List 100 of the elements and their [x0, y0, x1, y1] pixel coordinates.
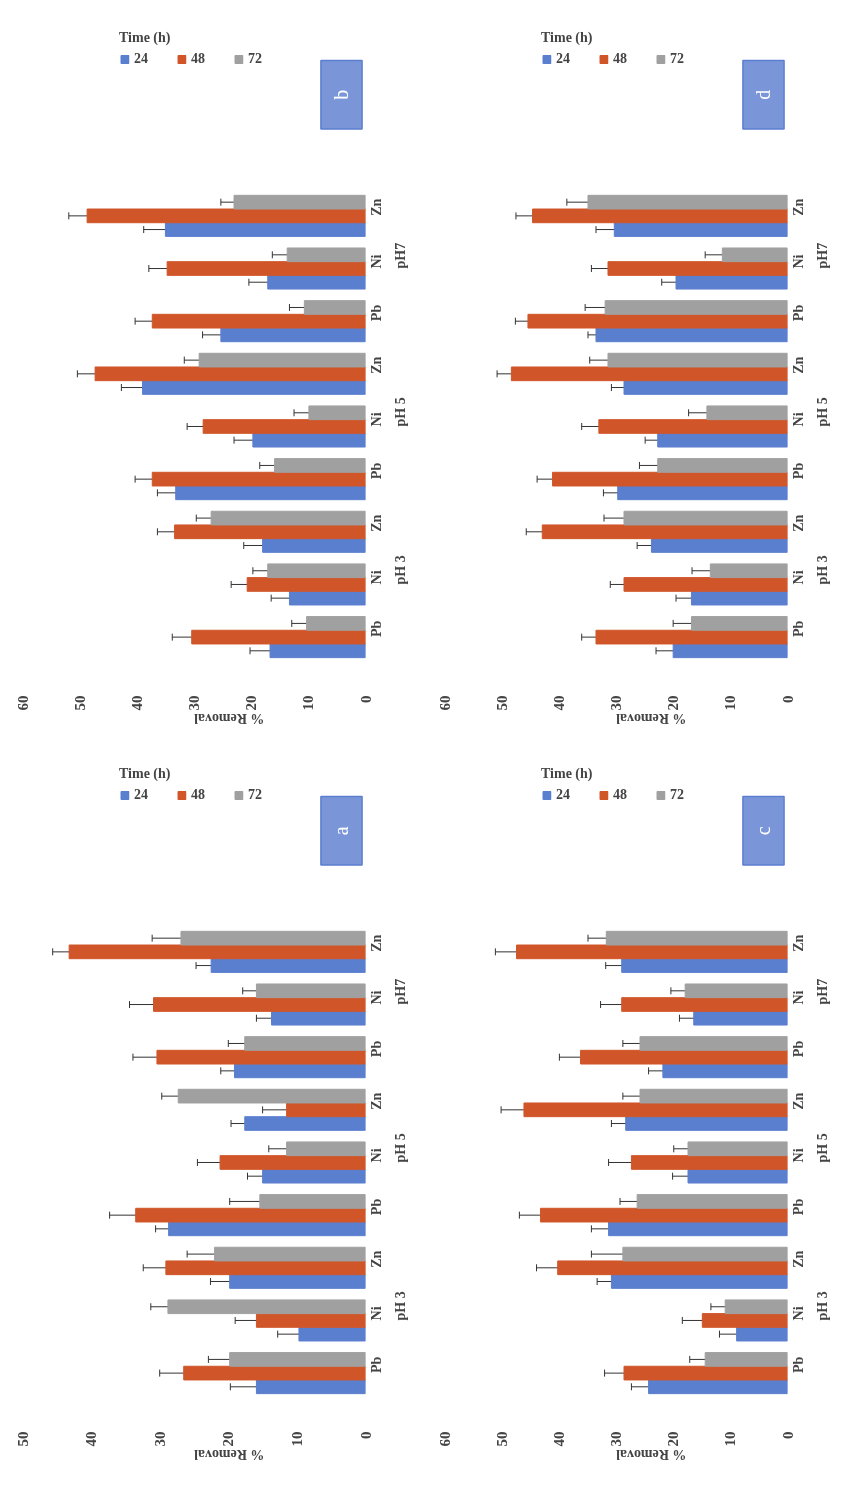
bar — [229, 1352, 366, 1367]
bar — [86, 208, 366, 224]
x-tick-label: 50 — [14, 1431, 31, 1447]
bar — [623, 510, 788, 526]
bar — [183, 1365, 366, 1381]
bar — [625, 1116, 788, 1131]
text: pH 3 — [393, 1291, 408, 1321]
y-tick-label: Zn — [791, 356, 806, 374]
bar — [259, 1194, 366, 1209]
y-tick-label: Zn — [791, 1250, 806, 1268]
y-tick-label: Ni — [791, 990, 806, 1005]
y-tick-label: Pb — [791, 1198, 806, 1216]
bar — [255, 983, 366, 999]
bar — [274, 458, 366, 473]
bar — [687, 1168, 788, 1184]
bar — [684, 983, 788, 999]
y-tick-label: Zn — [791, 1092, 806, 1110]
x-tick-label: 10 — [722, 1431, 739, 1447]
bar — [151, 471, 366, 487]
bar — [244, 1036, 366, 1051]
bar — [210, 510, 366, 526]
bar — [724, 1299, 788, 1315]
x-tick-label: 30 — [186, 695, 202, 711]
bar — [244, 1116, 366, 1131]
legend-title: Time (h) — [541, 766, 594, 782]
bar — [607, 261, 788, 276]
bar — [687, 1141, 788, 1157]
text: pH 5 — [393, 1133, 408, 1163]
bar — [532, 208, 788, 224]
y-tick-label: Pb — [791, 462, 806, 480]
x-tick-label: 40 — [83, 1431, 100, 1447]
bar — [736, 1326, 788, 1342]
x-tick-label: 0 — [779, 695, 796, 703]
bar — [580, 1049, 788, 1065]
x-tick-label: 50 — [493, 1431, 510, 1447]
legend-label: 48 — [191, 787, 206, 803]
text: b — [330, 89, 353, 100]
bar — [607, 352, 788, 368]
text: pH 3 — [393, 555, 408, 585]
legend-label: 48 — [613, 51, 628, 67]
bar — [303, 300, 366, 315]
legend-label: 48 — [191, 51, 206, 67]
y-tick-label: Zn — [369, 934, 384, 952]
x-tick-label: 30 — [608, 1431, 624, 1447]
x-tick-label: 40 — [128, 695, 145, 711]
bar — [623, 380, 788, 395]
y-tick-label: Zn — [791, 934, 806, 952]
y-tick-label: Zn — [369, 198, 384, 216]
legend-title: Time (h) — [119, 30, 172, 46]
bar — [630, 1155, 788, 1170]
bar — [540, 1207, 788, 1223]
text: pH 3 — [815, 555, 830, 585]
bar — [298, 1326, 366, 1342]
legend-title: Time (h) — [119, 766, 172, 782]
y-tick-label: Ni — [791, 1306, 806, 1321]
bar — [233, 194, 366, 210]
x-axis-title: % Removal — [193, 711, 265, 726]
bar — [621, 997, 788, 1012]
y-tick-label: Pb — [369, 1198, 384, 1216]
bar — [177, 1088, 366, 1104]
bar — [267, 274, 366, 290]
bar — [165, 1260, 366, 1276]
bar — [604, 300, 788, 315]
bar — [675, 274, 788, 290]
bar — [516, 944, 788, 960]
x-tick-label: 50 — [71, 695, 88, 711]
bar — [613, 222, 788, 237]
legend-label: 24 — [556, 787, 571, 803]
y-tick-label: Ni — [369, 1148, 384, 1163]
y-tick-label: Zn — [369, 356, 384, 374]
bar — [701, 1313, 788, 1328]
bar — [191, 629, 366, 645]
bar — [210, 958, 366, 973]
x-tick-label: 20 — [243, 695, 260, 711]
x-axis-title: % Removal — [193, 1447, 265, 1462]
bar — [262, 1168, 366, 1184]
bar — [267, 563, 366, 579]
y-tick-label: Pb — [791, 620, 806, 638]
bar — [621, 958, 788, 973]
y-tick-label: Zn — [791, 198, 806, 216]
bar — [552, 471, 788, 487]
legend-label: 72 — [248, 787, 263, 803]
bar — [153, 997, 366, 1012]
bar — [595, 629, 788, 645]
x-axis-title: % Removal — [615, 711, 687, 726]
y-tick-label: Ni — [369, 990, 384, 1005]
x-tick-label: 20 — [220, 1431, 237, 1447]
x-tick-label: 20 — [665, 695, 682, 711]
bar — [623, 577, 788, 592]
bar — [135, 1207, 366, 1223]
bar — [650, 538, 788, 553]
text: a — [330, 826, 353, 836]
y-tick-label: Pb — [791, 1356, 806, 1374]
bar — [166, 261, 366, 276]
text: c — [752, 826, 775, 836]
y-tick-label: Pb — [369, 1356, 384, 1374]
bar — [605, 930, 788, 946]
x-tick-label: 40 — [550, 1431, 567, 1447]
bar — [94, 366, 366, 382]
bar — [721, 247, 788, 263]
